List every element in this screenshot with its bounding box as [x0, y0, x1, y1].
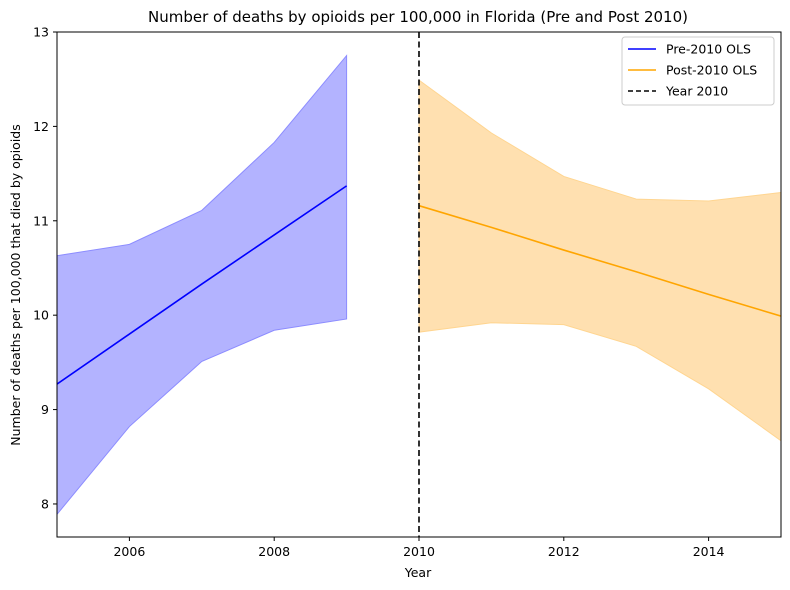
legend-label-pre-2010-ols: Pre-2010 OLS — [666, 42, 751, 57]
y-axis-title: Number of deaths per 100,000 that died b… — [8, 124, 23, 446]
x-tick-label: 2008 — [258, 544, 290, 559]
x-tick-label: 2010 — [403, 544, 435, 559]
y-tick-label: 13 — [33, 25, 49, 40]
x-axis-title: Year — [404, 565, 432, 580]
x-tick-label: 2014 — [693, 544, 725, 559]
pre-2010-ols-line — [57, 185, 348, 385]
legend-box — [621, 36, 775, 106]
legend-label-year-2010: Year 2010 — [665, 84, 728, 99]
plot-area — [57, 32, 781, 537]
legend: Pre-2010 OLS Post-2010 OLS Year 2010 — [621, 36, 775, 106]
y-tick-label: 12 — [33, 119, 49, 134]
x-tick-label: 2012 — [548, 544, 580, 559]
legend-label-post-2010-ols: Post-2010 OLS — [666, 63, 757, 78]
chart-title: Number of deaths by opioids per 100,000 … — [148, 8, 688, 26]
axes: 2006 2008 2010 2012 2014 8 9 10 11 12 13 — [33, 25, 782, 559]
y-tick-label: 10 — [33, 308, 49, 323]
y-tick-label: 8 — [41, 496, 49, 511]
y-tick-label: 11 — [33, 213, 49, 228]
x-tick-label: 2006 — [113, 544, 145, 559]
post-2010-ols-line — [418, 204, 781, 317]
y-tick-label: 9 — [41, 402, 49, 417]
